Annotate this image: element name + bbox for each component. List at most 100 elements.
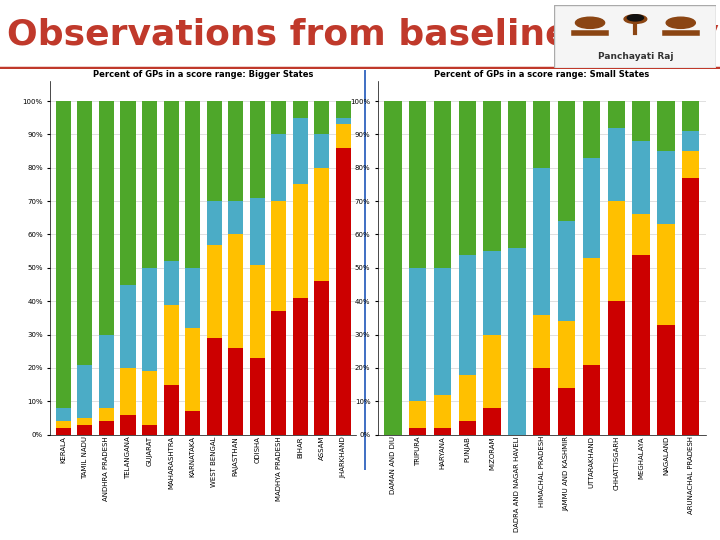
Bar — [207, 245, 222, 338]
Bar — [142, 372, 157, 424]
Bar — [163, 261, 179, 305]
Bar — [77, 364, 92, 418]
FancyBboxPatch shape — [554, 5, 716, 68]
Bar — [533, 101, 551, 168]
Bar — [250, 265, 265, 358]
Bar — [77, 418, 92, 424]
Bar — [608, 101, 625, 128]
Bar — [185, 268, 200, 328]
Bar — [163, 101, 179, 261]
Bar — [293, 118, 308, 185]
Bar — [55, 421, 71, 428]
Bar — [459, 375, 476, 421]
Bar — [582, 158, 600, 258]
Bar — [459, 421, 476, 435]
Bar — [142, 268, 157, 372]
Bar — [99, 421, 114, 435]
Bar — [120, 415, 135, 435]
Bar — [207, 201, 222, 245]
Circle shape — [624, 15, 647, 23]
Bar — [558, 221, 575, 321]
Bar — [533, 315, 551, 368]
Bar — [315, 168, 330, 281]
Bar — [483, 335, 501, 408]
Bar — [228, 348, 243, 435]
Bar — [682, 131, 699, 151]
Bar — [271, 201, 287, 311]
Bar — [409, 101, 426, 268]
Bar — [228, 101, 243, 201]
Bar — [682, 101, 699, 131]
Bar — [657, 151, 675, 225]
Bar — [434, 268, 451, 395]
Bar — [77, 424, 92, 435]
Bar — [508, 101, 526, 248]
Bar — [315, 281, 330, 435]
Bar — [682, 151, 699, 178]
Bar — [142, 424, 157, 435]
Bar — [271, 101, 287, 134]
Bar — [582, 364, 600, 435]
Bar — [55, 428, 71, 435]
Bar — [315, 134, 330, 168]
Bar — [271, 311, 287, 435]
Title: Percent of GPs in a score range: Small States: Percent of GPs in a score range: Small S… — [434, 70, 649, 79]
Text: Panchayati Raj: Panchayati Raj — [598, 52, 673, 61]
Bar — [508, 248, 526, 435]
Bar — [207, 338, 222, 435]
Bar — [163, 384, 179, 435]
Bar — [336, 101, 351, 118]
Bar — [682, 178, 699, 435]
Bar — [533, 368, 551, 435]
Bar — [77, 101, 92, 365]
Bar — [608, 128, 625, 201]
Bar — [271, 134, 287, 201]
Bar — [384, 101, 402, 435]
Bar — [632, 101, 649, 141]
Bar — [293, 101, 308, 118]
Bar — [632, 254, 649, 435]
Bar — [336, 118, 351, 124]
Bar — [632, 141, 649, 214]
Bar — [228, 234, 243, 348]
Bar — [657, 101, 675, 151]
Bar — [558, 388, 575, 435]
Bar — [99, 335, 114, 408]
Bar — [185, 411, 200, 435]
Bar — [434, 395, 451, 428]
Bar — [120, 368, 135, 415]
Bar — [409, 268, 426, 401]
Bar — [228, 201, 243, 234]
Bar — [582, 101, 600, 158]
Text: Observations from baseline survey: Observations from baseline survey — [7, 18, 719, 52]
Bar — [185, 101, 200, 268]
Bar — [657, 225, 675, 325]
Bar — [409, 401, 426, 428]
Bar — [608, 201, 625, 301]
Bar — [459, 101, 476, 254]
Bar — [250, 358, 265, 435]
Bar — [163, 305, 179, 384]
Bar — [99, 101, 114, 335]
Bar — [632, 214, 649, 254]
Bar — [483, 101, 501, 251]
Bar — [483, 251, 501, 335]
Bar — [120, 101, 135, 285]
Bar — [55, 408, 71, 421]
Bar — [315, 101, 330, 134]
Bar — [533, 168, 551, 315]
Circle shape — [627, 15, 644, 21]
Bar — [336, 124, 351, 148]
Bar — [434, 428, 451, 435]
Bar — [55, 101, 71, 408]
Bar — [558, 321, 575, 388]
Bar — [250, 198, 265, 265]
Bar — [293, 298, 308, 435]
Bar — [99, 408, 114, 421]
Bar — [558, 101, 575, 221]
Circle shape — [666, 17, 696, 29]
Bar — [185, 328, 200, 411]
Bar — [657, 325, 675, 435]
Bar — [336, 148, 351, 435]
Bar — [434, 101, 451, 268]
